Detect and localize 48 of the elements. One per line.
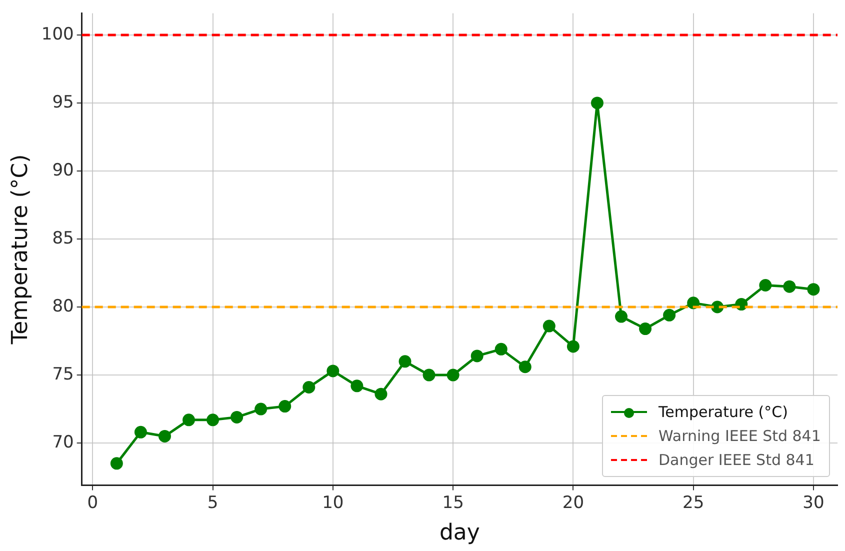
x-tick-label: 25 [682,492,704,513]
point [326,364,340,378]
point [494,342,508,356]
point [206,414,220,426]
point [374,388,388,400]
legend-label: Warning IEEE Std 841 [658,427,821,446]
x-tick-label: 30 [802,492,824,513]
x-axis-title: day [439,520,480,546]
legend-label: Temperature (°C) [658,403,788,422]
legend-label: Danger IEEE Std 841 [658,451,814,470]
x-tick-label: 5 [207,492,218,513]
point [518,360,532,374]
x-tick-label: 20 [562,492,584,513]
y-tick-label: 85 [52,228,74,248]
point [735,298,748,311]
y-tick-label: 100 [41,24,74,44]
point [687,296,700,310]
point [302,381,316,394]
y-tick-label: 75 [52,364,74,384]
point [663,308,676,322]
point [422,368,436,382]
x-tick-label: 10 [322,492,344,513]
point [807,283,820,296]
point [615,310,628,323]
x-tick-label: 15 [442,492,464,513]
y-tick-label: 90 [52,160,74,180]
point [590,96,604,110]
point [470,350,484,362]
y-tick-label: 95 [52,92,74,112]
point [278,400,292,413]
point [542,320,556,332]
point [759,278,772,292]
point [254,402,268,416]
point [134,426,147,438]
y-tick-label: 80 [52,296,74,316]
point [158,430,171,442]
y-tick-label: 70 [52,432,74,452]
point [110,457,123,470]
point [783,280,796,293]
point [566,340,580,353]
point [639,322,652,336]
point [230,410,244,424]
point [398,355,412,368]
point [446,368,460,382]
x-tick-label: 0 [87,492,98,513]
y-axis-title: Temperature (°C) [8,154,33,346]
point [182,414,196,426]
point [350,380,364,392]
